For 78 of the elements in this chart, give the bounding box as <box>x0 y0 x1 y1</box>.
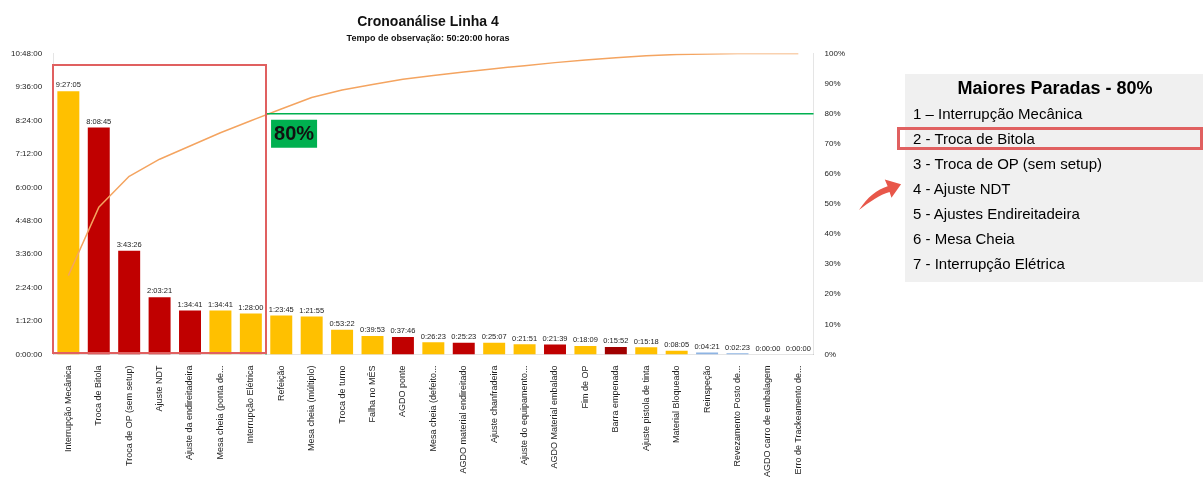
y2-tick-label: 90% <box>824 78 841 88</box>
y2-tick-label: 10% <box>824 319 841 329</box>
y2-tick-label: 0% <box>824 349 837 359</box>
y-tick-label: 6:00:00 <box>15 182 43 192</box>
y2-tick-label: 30% <box>824 259 841 269</box>
y-tick-label: 4:48:00 <box>15 215 43 225</box>
y2-tick-label: 20% <box>824 289 841 299</box>
bar <box>422 342 445 355</box>
x-tick-label: AGDO carro de embalagem <box>762 365 773 477</box>
x-tick-label: Reinspeção <box>701 365 712 413</box>
bar <box>87 127 110 355</box>
y-tick-label: 0:00:00 <box>15 349 43 359</box>
bar <box>544 344 566 355</box>
x-tick-label: Troca de turno <box>336 365 347 424</box>
y-tick-label: 8:24:00 <box>15 115 43 125</box>
bar <box>513 344 536 355</box>
bar <box>239 313 262 355</box>
x-tick-label: Revezamento Posto de... <box>731 365 742 467</box>
bar <box>635 347 658 355</box>
x-tick-label: Ajuste do equipamento... <box>519 365 530 466</box>
x-tick-label: Ajuste chanfradeira <box>488 365 499 443</box>
y2-tick-label: 80% <box>824 108 841 118</box>
x-tick-label: Mesa cheia (múltiplo) <box>306 365 317 451</box>
ref-line-label: 80% <box>274 122 315 145</box>
text: 1 – Interrupção Mecânica <box>913 105 1083 122</box>
x-tick-label: Erro de Trackeamento de... <box>792 365 803 475</box>
text: 4 - Ajuste NDT <box>913 180 1011 197</box>
y-tick-label: 10:48:00 <box>11 48 43 58</box>
bar <box>604 347 627 355</box>
x-tick-label: Refeição <box>275 365 286 401</box>
bar <box>209 310 232 355</box>
text: Maiores Paradas - 80% <box>956 78 1154 99</box>
text: 5 - Ajustes Endireitadeira <box>913 205 1080 222</box>
x-tick-label: Barra empenada <box>610 365 621 433</box>
bar <box>331 329 354 355</box>
chart-title: Cronoanálise Linha 4 <box>357 13 499 30</box>
y-tick-label: 1:12:00 <box>15 316 43 326</box>
chart-subtitle: Tempo de observação: 50:20:00 horas <box>346 32 510 43</box>
bar <box>483 342 506 355</box>
bar <box>57 91 80 355</box>
x-tick-label: Ajuste pistola de tinta <box>640 365 651 452</box>
bar <box>148 297 171 355</box>
bar <box>391 336 414 355</box>
text: 7 - Interrupção Elétrica <box>913 255 1065 272</box>
y-tick-label: 3:36:00 <box>15 249 43 259</box>
x-tick-label: Ajuste NDT <box>154 364 165 412</box>
x-tick-label: Interrupção Mecânica <box>62 365 73 452</box>
bar <box>179 310 201 355</box>
y-tick-label: 2:24:00 <box>15 282 43 292</box>
x-tick-label: Mesa cheia (ponta de... <box>214 365 225 460</box>
bar <box>574 346 597 355</box>
bar <box>300 316 323 355</box>
y2-tick-label: 70% <box>824 139 841 149</box>
x-tick-label: Material Bloqueado <box>671 365 682 444</box>
text: 2 - Troca de Bitola <box>913 130 1035 147</box>
y2-tick-label: 40% <box>824 229 841 239</box>
text: 3 - Troca de OP (sem setup) <box>913 155 1102 172</box>
x-tick-label: Troca de OP (sem setup) <box>123 365 134 466</box>
x-tick-label: Mesa cheia (defeito... <box>427 365 438 452</box>
bar <box>696 352 719 355</box>
bar <box>118 250 141 355</box>
bar <box>361 335 384 355</box>
bar <box>452 342 475 355</box>
x-tick-label: Interrupção Elétrica <box>245 365 256 444</box>
y2-tick-label: 50% <box>824 199 841 209</box>
x-tick-label: Fim de OP <box>579 365 590 409</box>
x-tick-label: AGDO Material embalado <box>549 365 560 469</box>
x-tick-label: AGDO material endireitado <box>458 365 469 474</box>
x-tick-label: Ajuste da endireitadeira <box>184 365 195 461</box>
y2-tick-label: 100% <box>824 48 846 58</box>
y-tick-label: 9:36:00 <box>15 82 43 92</box>
x-tick-label: Troca de Bitola <box>93 365 104 426</box>
x-tick-label: AGDO ponte <box>397 365 408 417</box>
bar <box>270 315 293 355</box>
x-tick-label: Falha no MÊS <box>366 365 377 423</box>
text: 6 - Mesa Cheia <box>913 230 1015 247</box>
y-tick-label: 7:12:00 <box>15 149 43 159</box>
y2-tick-label: 60% <box>824 169 841 179</box>
